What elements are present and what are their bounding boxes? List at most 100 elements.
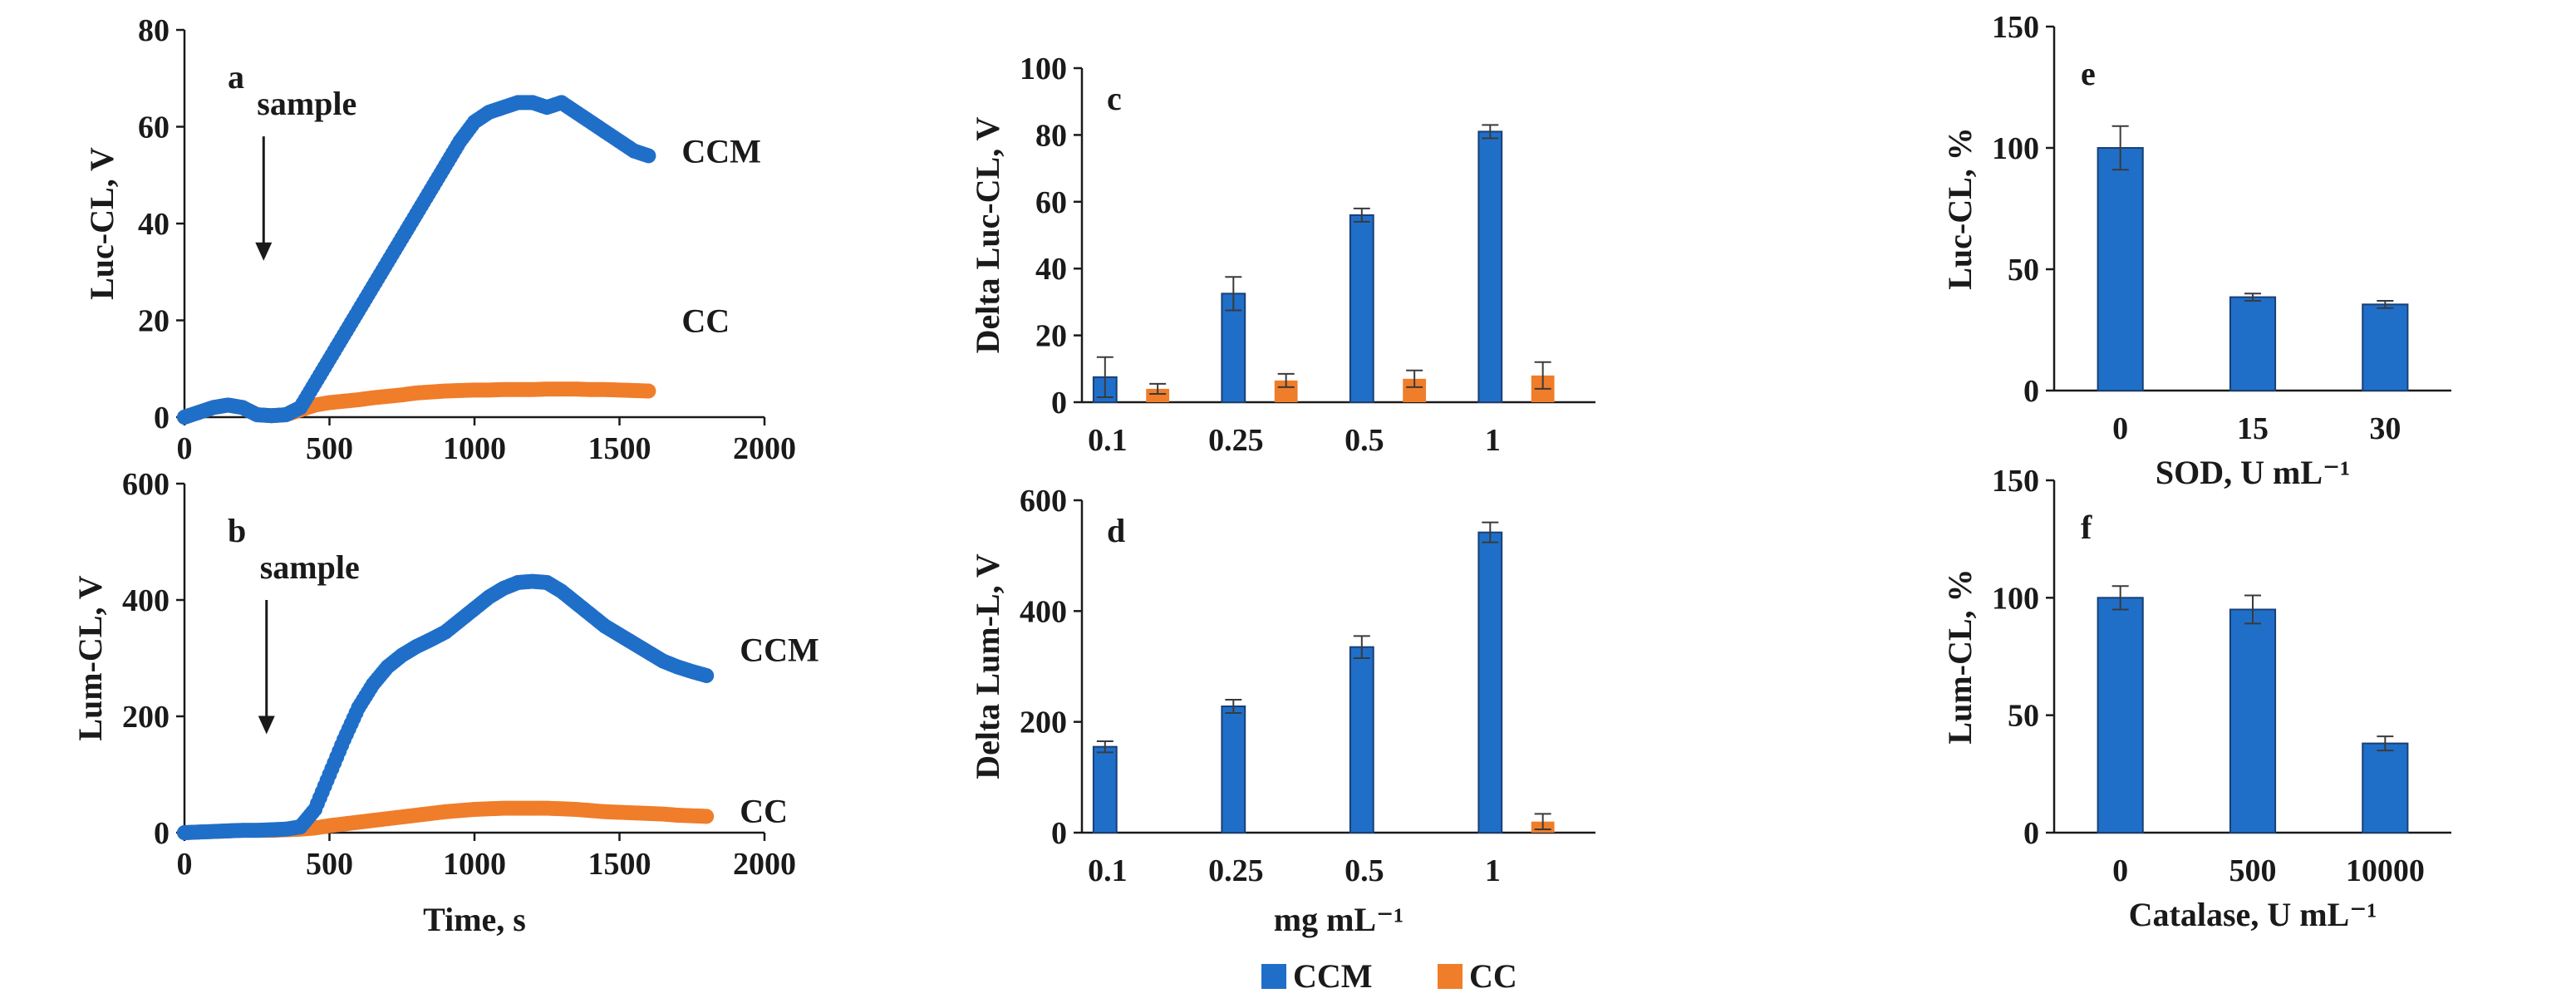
error-bar [1353, 207, 1370, 223]
x-tick-label: 1000 [443, 847, 506, 882]
y-axis-label: Luc-CL, V [83, 147, 120, 300]
y-axis-label: Lum-CL, V [71, 575, 109, 740]
error-bar [1277, 372, 1295, 388]
y-tick-label: 400 [122, 583, 170, 618]
error-bar [2377, 299, 2394, 309]
panel-e: 0 50 100 150 Luc-CL, % e 0 15 30 SOD, U mL⁻¹ [1941, 10, 2451, 491]
y-tick-label: 100 [1020, 52, 1067, 86]
y-tick-label: 600 [1020, 484, 1067, 519]
error-bar [1096, 740, 1113, 754]
panel-letter: b [228, 512, 246, 549]
y-tick-label: 0 [2023, 374, 2039, 409]
x-axis-label: Catalase, U mL⁻¹ [2129, 896, 2377, 933]
y-tick-label: 100 [1992, 581, 2039, 616]
x-tick-label: 1 [1485, 853, 1501, 888]
bar-ccm [2362, 742, 2409, 833]
x-axis-label: mg mL⁻¹ [1274, 901, 1404, 938]
x-tick-label: 1 [1485, 423, 1501, 458]
data-point [699, 809, 715, 824]
x-tick-label: 2000 [733, 847, 796, 882]
panel-letter: d [1107, 512, 1125, 549]
error-bar [2244, 594, 2261, 625]
legend-swatch-cc [1438, 964, 1463, 989]
bar-ccm [2229, 608, 2277, 833]
error-bar [1225, 276, 1242, 312]
legend-label-ccm: CCM [1293, 957, 1373, 995]
x-tick-label: 0 [2112, 853, 2128, 888]
legend-swatch-ccm [1261, 964, 1286, 989]
y-tick-label: 80 [1035, 118, 1067, 153]
panel-letter: f [2081, 509, 2092, 546]
error-bar [2111, 125, 2129, 171]
y-tick-label: 100 [1992, 131, 2039, 166]
data-point [699, 668, 715, 683]
legend: CCM CC [1261, 957, 1517, 995]
annotation-sample: sample [257, 85, 356, 122]
y-tick-label: 40 [1035, 252, 1067, 287]
bar-ccm [2229, 296, 2277, 391]
x-tick-label: 0.25 [1208, 423, 1264, 458]
x-tick-label: 15 [2237, 411, 2269, 446]
x-tick-label: 0 [177, 847, 193, 882]
series-label-cc: CC [681, 302, 730, 340]
x-tick-label: 0.5 [1345, 853, 1384, 888]
annotation-sample: sample [260, 548, 360, 586]
y-tick-label: 0 [1051, 386, 1067, 420]
bar-ccm [1092, 745, 1118, 834]
data-point [641, 148, 656, 164]
panel-a: 0 20 40 60 80 Luc-CL, V a 0 500 1000 1500 2000 CC CCM… [83, 13, 796, 466]
series-label-ccm: CCM [681, 133, 761, 170]
error-bar [1482, 124, 1499, 140]
bar-ccm [1477, 130, 1503, 403]
x-tick-label: 1500 [588, 431, 651, 466]
panel-letter: e [2081, 55, 2096, 92]
error-bar [1482, 521, 1499, 543]
y-tick-label: 0 [154, 401, 170, 435]
series-label-cc: CC [740, 792, 788, 829]
error-bar [1534, 361, 1551, 390]
y-tick-label: 50 [2008, 699, 2039, 734]
panel-d: 0 200 400 600 Delta Lum-L, V d 0.1 0.25 0.5 1 mg m… [969, 484, 1595, 938]
x-tick-label: 0 [177, 431, 193, 466]
bar-ccm [2362, 303, 2409, 391]
bar-ccm [1349, 646, 1374, 834]
error-bar [2244, 293, 2261, 302]
x-tick-label: 500 [306, 431, 353, 466]
y-tick-label: 0 [2023, 816, 2039, 851]
panel-c: 0 20 40 60 80 100 Delta Luc-CL, V c 0.1 0.25 0.5 1 [969, 52, 1595, 458]
x-tick-label: 10000 [2346, 853, 2425, 888]
y-tick-label: 600 [122, 467, 170, 502]
error-bar [1353, 635, 1370, 659]
y-axis-label: Luc-CL, % [1941, 127, 1979, 290]
x-tick-label: 0.1 [1088, 423, 1128, 458]
error-bar [1096, 356, 1113, 398]
bar-ccm [1349, 214, 1374, 403]
bar-ccm [2097, 597, 2144, 833]
y-tick-label: 150 [1992, 464, 2039, 499]
y-tick-label: 80 [138, 13, 170, 48]
x-tick-label: 1000 [443, 431, 506, 466]
error-bar [1534, 813, 1551, 830]
y-tick-label: 150 [1992, 10, 2039, 45]
x-axis-label: SOD, U mL⁻¹ [2156, 454, 2350, 491]
x-axis-label: Time, s [423, 901, 526, 938]
y-tick-label: 40 [138, 207, 170, 242]
legend-label-cc: CC [1469, 957, 1517, 995]
series-label-ccm: CCM [740, 632, 819, 669]
y-tick-label: 20 [138, 304, 170, 339]
x-tick-label: 0.25 [1208, 853, 1264, 888]
x-tick-label: 500 [2229, 853, 2277, 888]
panel-f: 0 50 100 150 Lum-CL, % f 0 500 10000 Catalase, U … [1941, 464, 2451, 933]
y-tick-label: 0 [1051, 816, 1067, 851]
y-tick-label: 200 [122, 700, 170, 735]
bar-ccm [1221, 706, 1246, 833]
error-bar [1225, 699, 1242, 714]
annotation-arrowhead [258, 715, 275, 735]
series-ccm [177, 95, 656, 425]
y-tick-label: 200 [1020, 706, 1067, 740]
y-tick-label: 20 [1035, 319, 1067, 354]
y-tick-label: 50 [2008, 253, 2039, 288]
x-tick-label: 30 [2369, 411, 2401, 446]
x-tick-label: 2000 [733, 431, 796, 466]
